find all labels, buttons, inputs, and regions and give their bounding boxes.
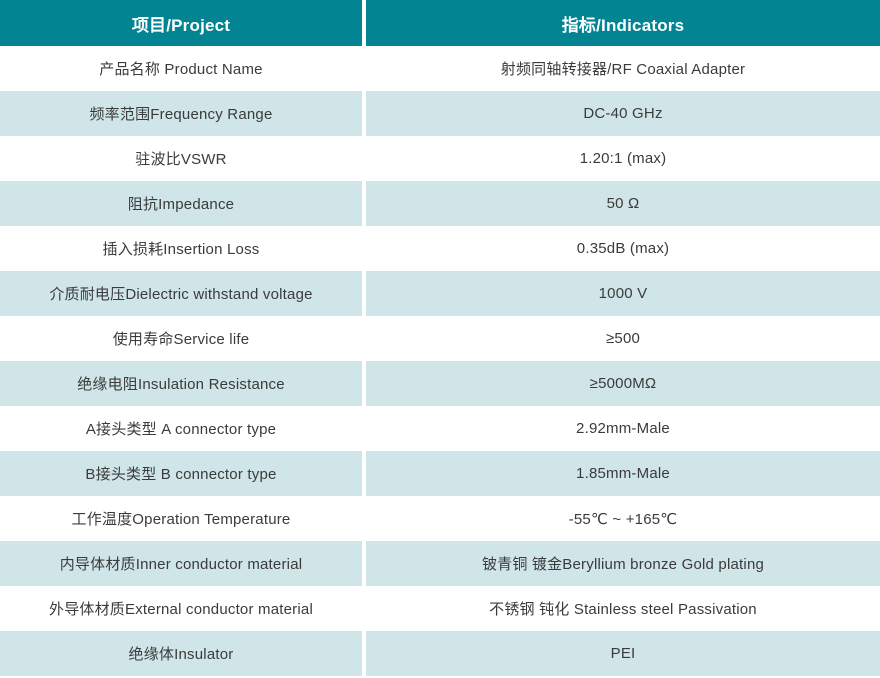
indicator-cell: 2.92mm-Male [366, 406, 880, 451]
project-cell: A接头类型 A connector type [0, 406, 362, 451]
project-cell: 驻波比VSWR [0, 136, 362, 181]
indicator-cell: 铍青铜 镀金Beryllium bronze Gold plating [366, 541, 880, 586]
table-row: 驻波比VSWR 1.20:1 (max) [0, 136, 880, 181]
table-row: 频率范围Frequency Range DC-40 GHz [0, 91, 880, 136]
indicator-cell: DC-40 GHz [366, 91, 880, 136]
project-cell: 产品名称 Product Name [0, 46, 362, 91]
table-row: 绝缘电阻Insulation Resistance ≥5000MΩ [0, 361, 880, 406]
column-header-project: 项目/Project [0, 0, 362, 46]
project-cell: 绝缘电阻Insulation Resistance [0, 361, 362, 406]
project-cell: 外导体材质External conductor material [0, 586, 362, 631]
table-row: 绝缘体Insulator PEI [0, 631, 880, 676]
indicator-cell: 不锈钢 钝化 Stainless steel Passivation [366, 586, 880, 631]
table-row: 介质耐电压Dielectric withstand voltage 1000 V [0, 271, 880, 316]
project-cell: 阻抗Impedance [0, 181, 362, 226]
project-cell: 工作温度Operation Temperature [0, 496, 362, 541]
project-cell: 使用寿命Service life [0, 316, 362, 361]
indicator-cell: -55℃ ~ +165℃ [366, 496, 880, 541]
project-cell: 插入损耗Insertion Loss [0, 226, 362, 271]
table-row: 内导体材质Inner conductor material 铍青铜 镀金Bery… [0, 541, 880, 586]
table-row: 使用寿命Service life ≥500 [0, 316, 880, 361]
indicator-cell: PEI [366, 631, 880, 676]
indicator-cell: 射频同轴转接器/RF Coaxial Adapter [366, 46, 880, 91]
indicator-cell: 1.20:1 (max) [366, 136, 880, 181]
table-header-row: 项目/Project 指标/Indicators [0, 0, 880, 46]
project-cell: B接头类型 B connector type [0, 451, 362, 496]
indicator-cell: 50 Ω [366, 181, 880, 226]
table-row: 插入损耗Insertion Loss 0.35dB (max) [0, 226, 880, 271]
indicator-cell: 1000 V [366, 271, 880, 316]
table-row: 工作温度Operation Temperature -55℃ ~ +165℃ [0, 496, 880, 541]
project-cell: 频率范围Frequency Range [0, 91, 362, 136]
table-row: 产品名称 Product Name 射频同轴转接器/RF Coaxial Ada… [0, 46, 880, 91]
table-body: 产品名称 Product Name 射频同轴转接器/RF Coaxial Ada… [0, 46, 880, 676]
indicator-cell: ≥5000MΩ [366, 361, 880, 406]
indicator-cell: ≥500 [366, 316, 880, 361]
project-cell: 绝缘体Insulator [0, 631, 362, 676]
table-row: 外导体材质External conductor material 不锈钢 钝化 … [0, 586, 880, 631]
indicator-cell: 0.35dB (max) [366, 226, 880, 271]
table-row: B接头类型 B connector type 1.85mm-Male [0, 451, 880, 496]
project-cell: 介质耐电压Dielectric withstand voltage [0, 271, 362, 316]
indicator-cell: 1.85mm-Male [366, 451, 880, 496]
column-header-indicators: 指标/Indicators [366, 0, 880, 46]
project-cell: 内导体材质Inner conductor material [0, 541, 362, 586]
table-row: A接头类型 A connector type 2.92mm-Male [0, 406, 880, 451]
table-row: 阻抗Impedance 50 Ω [0, 181, 880, 226]
